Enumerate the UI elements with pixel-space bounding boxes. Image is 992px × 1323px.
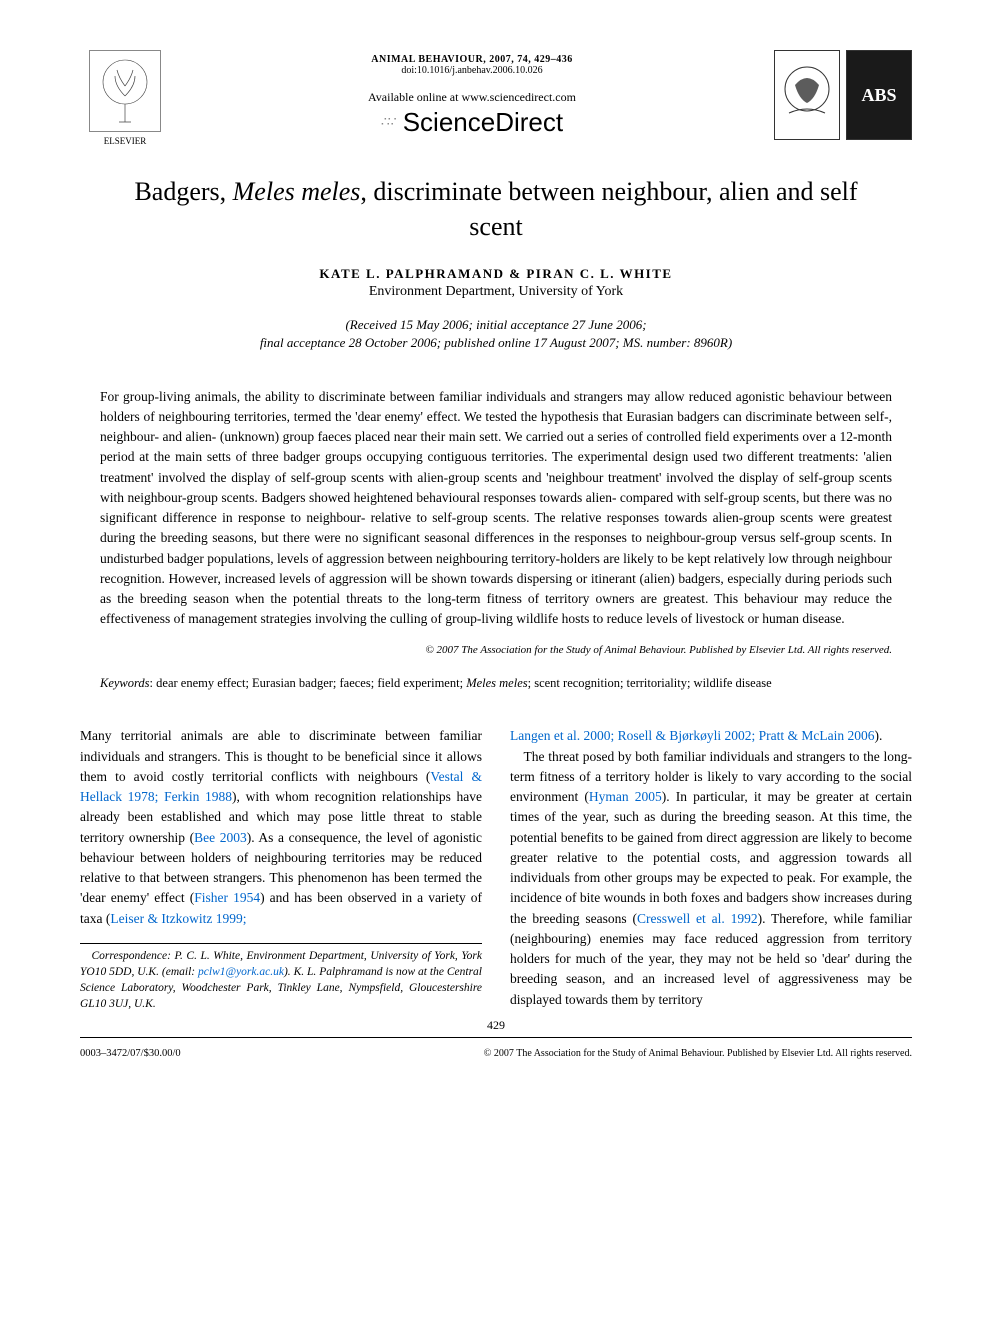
correspondence: Correspondence: P. C. L. White, Environm… <box>80 943 482 1012</box>
abstract-copyright: © 2007 The Association for the Study of … <box>100 644 892 656</box>
ref-cresswell[interactable]: Cresswell et al. 1992 <box>637 911 758 926</box>
keywords-list-pre: : dear enemy effect; Eurasian badger; fa… <box>150 676 467 690</box>
body-columns: Many territorial animals are able to dis… <box>80 726 912 1012</box>
sciencedirect-label: ScienceDirect <box>403 107 563 138</box>
elsevier-tree-icon <box>89 50 161 132</box>
footer-page-number-wrap: 429 <box>80 1018 912 1033</box>
elsevier-logo-block: ELSEVIER <box>80 50 170 146</box>
manuscript-dates: (Received 15 May 2006; initial acceptanc… <box>80 316 912 352</box>
dates-line-2: final acceptance 28 October 2006; publis… <box>80 334 912 352</box>
body-left-p1a: Many territorial animals are able to dis… <box>80 728 482 784</box>
ref-fisher[interactable]: Fisher 1954 <box>194 890 260 905</box>
footer-page-number: 429 <box>487 1018 505 1032</box>
available-online-text: Available online at www.sciencedirect.co… <box>170 90 774 105</box>
footer: 0003–3472/07/$30.00/0 © 2007 The Associa… <box>80 1048 912 1059</box>
title-pre: Badgers, <box>134 177 232 206</box>
abs-logo-text: ABS <box>861 85 896 106</box>
elsevier-label: ELSEVIER <box>80 136 170 146</box>
ref-langen-rosell-pratt[interactable]: Langen et al. 2000; Rosell & Bjørkøyli 2… <box>510 728 874 743</box>
header-center: ANIMAL BEHAVIOUR, 2007, 74, 429–436 doi:… <box>170 50 774 138</box>
authors: KATE L. PALPHRAMAND & PIRAN C. L. WHITE <box>80 266 912 282</box>
sciencedirect-dots-icon: ∴∵ <box>381 114 395 131</box>
footer-right: © 2007 The Association for the Study of … <box>484 1048 912 1059</box>
body-right-p1-tail: ). <box>874 728 882 743</box>
journal-citation: ANIMAL BEHAVIOUR, 2007, 74, 429–436 <box>170 54 774 65</box>
doi-line: doi:10.1016/j.anbehav.2006.10.026 <box>170 65 774 76</box>
keywords-species: Meles meles <box>466 676 527 690</box>
sciencedirect-row: ∴∵ ScienceDirect <box>170 107 774 138</box>
footer-rule <box>80 1037 912 1038</box>
society-logo-icon <box>774 50 840 140</box>
ref-leiser[interactable]: Leiser & Itzkowitz 1999; <box>110 911 246 926</box>
correspondence-email[interactable]: pclw1@york.ac.uk <box>198 966 284 978</box>
ref-bee[interactable]: Bee 2003 <box>194 830 247 845</box>
body-right-p1: Langen et al. 2000; Rosell & Bjørkøyli 2… <box>510 726 912 746</box>
body-left-p1: Many territorial animals are able to dis… <box>80 726 482 929</box>
abstract: For group-living animals, the ability to… <box>100 387 892 630</box>
right-column: Langen et al. 2000; Rosell & Bjørkøyli 2… <box>510 726 912 1012</box>
affiliation: Environment Department, University of Yo… <box>80 284 912 300</box>
title-species: Meles meles <box>233 177 361 206</box>
body-right-p2b: ). In particular, it may be greater at c… <box>510 789 912 926</box>
dates-line-1: (Received 15 May 2006; initial acceptanc… <box>80 316 912 334</box>
article-title: Badgers, Meles meles, discriminate betwe… <box>120 174 872 244</box>
keywords-list-post: ; scent recognition; territoriality; wil… <box>528 676 772 690</box>
page: ELSEVIER ANIMAL BEHAVIOUR, 2007, 74, 429… <box>0 0 992 1089</box>
body-right-p2: The threat posed by both familiar indivi… <box>510 747 912 1010</box>
keywords-label: Keywords <box>100 676 150 690</box>
footer-left: 0003–3472/07/$30.00/0 <box>80 1048 181 1059</box>
title-post: , discriminate between neighbour, alien … <box>360 177 857 241</box>
abs-logo-icon: ABS <box>846 50 912 140</box>
ref-hyman[interactable]: Hyman 2005 <box>589 789 662 804</box>
left-column: Many territorial animals are able to dis… <box>80 726 482 1012</box>
logos-right: ABS <box>774 50 912 140</box>
keywords: Keywords: dear enemy effect; Eurasian ba… <box>100 674 892 693</box>
header-row: ELSEVIER ANIMAL BEHAVIOUR, 2007, 74, 429… <box>80 50 912 146</box>
